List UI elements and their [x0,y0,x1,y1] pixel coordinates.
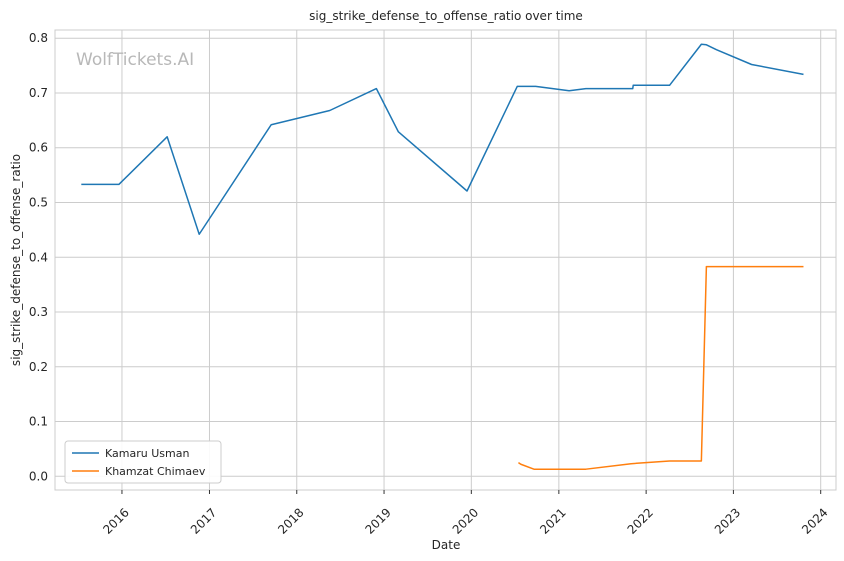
x-tick-label: 2024 [799,505,830,536]
y-tick-label: 0.7 [29,86,48,100]
series-line-kamaru-usman [81,43,804,236]
y-tick-label: 0.6 [29,141,48,155]
x-tick-label: 2022 [625,505,656,536]
y-tick-label: 0.5 [29,196,48,210]
y-tick-label: 0.3 [29,305,48,319]
y-axis-label: sig_strike_defense_to_offense_ratio [9,154,23,366]
y-tick-label: 0.1 [29,415,48,429]
y-gridlines [55,37,836,477]
x-tick-label: 2019 [362,505,393,536]
x-gridlines [121,30,822,490]
x-tick-label: 2021 [537,505,568,536]
y-tick-label: 0.4 [29,250,48,264]
y-tick-label: 0.8 [29,31,48,45]
x-tick-label: 2020 [450,505,481,536]
x-axis-label: Date [432,538,461,552]
plot-frame [54,29,837,491]
legend-frame [64,440,222,484]
x-tick-label: 2017 [188,505,219,536]
series-line-khamzat-chimaev [518,265,804,470]
series-layer [81,43,804,470]
legend: Kamaru Usman Khamzat Chimaev [64,440,222,484]
x-tick-label: 2016 [100,505,131,536]
y-axis-ticks: 0.0 0.1 0.2 0.3 0.4 0.5 0.6 0.7 0.8 [29,31,48,483]
x-tick-label: 2018 [275,505,306,536]
chart-title: sig_strike_defense_to_offense_ratio over… [309,9,583,23]
y-tick-label: 0.0 [29,469,48,483]
y-tick-label: 0.2 [29,360,48,374]
watermark: WolfTickets.AI [76,50,194,70]
x-tick-label: 2023 [712,505,743,536]
plot-area: WolfTickets.AI [54,29,837,491]
legend-label-kamaru-usman: Kamaru Usman [105,447,189,460]
legend-label-khamzat-chimaev: Khamzat Chimaev [105,465,206,478]
x-axis-ticks: 2016 2017 2018 2019 2020 2021 2022 2023 2024 [100,490,831,537]
